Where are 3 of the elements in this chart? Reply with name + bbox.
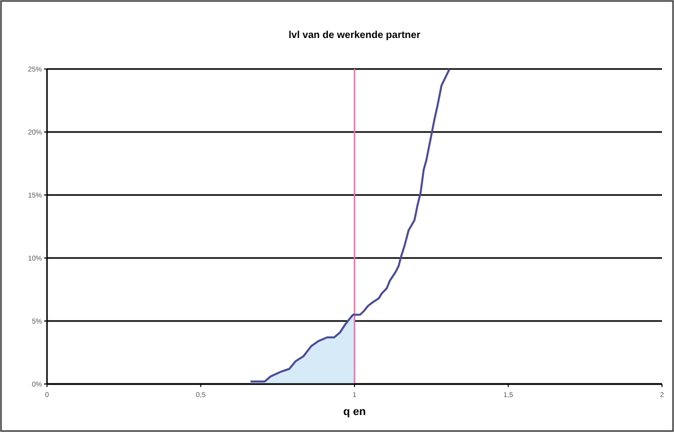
line-series [250, 68, 451, 382]
chart-title: lvl van de werkende partner [288, 30, 420, 41]
x-axis-title: q en [343, 406, 366, 418]
